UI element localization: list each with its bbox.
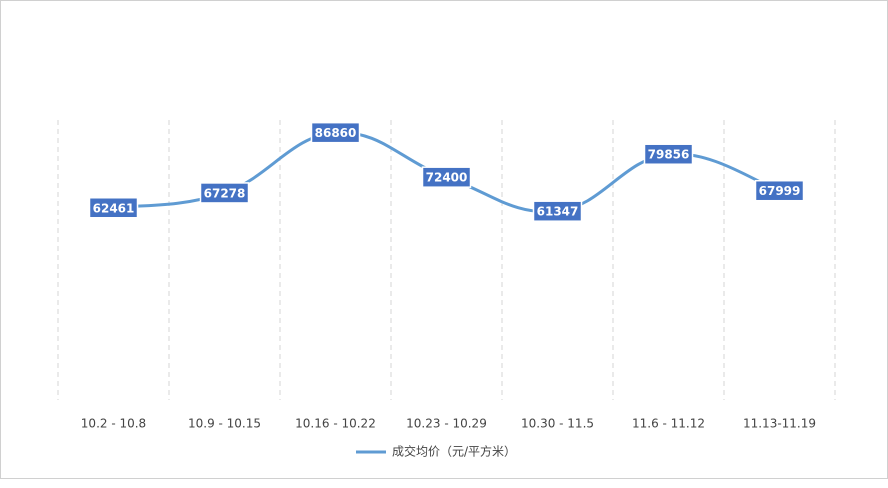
x-tick-label: 11.13-11.19: [743, 417, 816, 431]
value-label: 72400: [426, 171, 468, 185]
x-tick-label: 10.16 - 10.22: [295, 417, 376, 431]
value-label-box: [310, 121, 361, 144]
value-label: 67999: [759, 184, 801, 198]
value-label: 79856: [648, 148, 690, 162]
x-tick-label: 10.9 - 10.15: [188, 417, 261, 431]
x-tick-label: 10.30 - 11.5: [521, 417, 594, 431]
value-label-box: [532, 200, 583, 222]
x-tick-label: 10.23 - 10.29: [406, 417, 487, 431]
value-label-box: [421, 166, 472, 188]
x-tick-label: 11.6 - 11.12: [632, 417, 705, 431]
value-label-box: [754, 179, 805, 202]
value-label: 67278: [204, 186, 246, 200]
value-label: 62461: [93, 201, 135, 215]
x-tick-label: 10.2 - 10.8: [81, 417, 146, 431]
legend-label: 成交均价（元/平方米）: [392, 444, 516, 459]
value-label-box: [199, 182, 250, 204]
value-label-box: [643, 143, 694, 165]
value-label-box: [88, 197, 139, 219]
value-label: 86860: [315, 126, 357, 140]
value-label: 61347: [537, 205, 579, 219]
